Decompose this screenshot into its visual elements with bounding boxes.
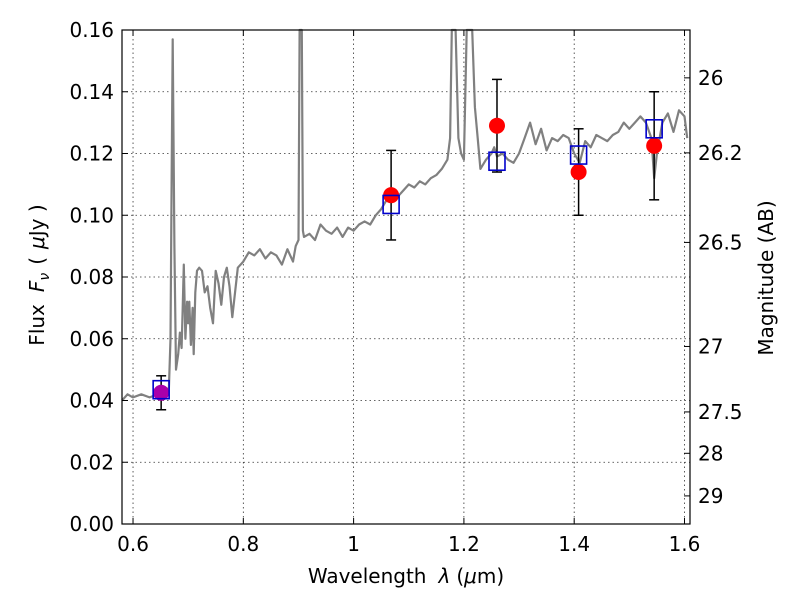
y-tick-label: 0.10 (69, 203, 114, 227)
y2-axis-title: Magnitude (AB) (754, 200, 778, 355)
model-photometry-square (152, 379, 170, 400)
y2-tick-label: 26 (698, 66, 723, 90)
model-photometry-square (645, 119, 663, 139)
y2-tick-label: 28 (698, 441, 723, 465)
observed-point (488, 117, 505, 134)
x-tick-label: 0.8 (227, 532, 259, 556)
observed-point (153, 384, 170, 401)
y-tick-label: 0.04 (69, 389, 114, 413)
y-tick-label: 0.08 (69, 265, 114, 289)
model-photometry-square (382, 194, 400, 215)
x-tick-label: 1.6 (669, 532, 701, 556)
y2-tick-label: 26.5 (698, 230, 743, 254)
x-tick-label: 1 (347, 532, 360, 556)
model-photometry-square (569, 145, 588, 165)
model-photometry-square (488, 151, 506, 172)
y-tick-label: 0.14 (69, 80, 114, 104)
y2-tick-label: 27 (698, 334, 723, 358)
model-photometry-layer (152, 119, 663, 400)
x-tick-label: 1.2 (448, 532, 480, 556)
x-tick-label: 0.6 (117, 532, 149, 556)
y-axis-title: FluxFν(μJy ) (25, 204, 53, 345)
errorbar-layer (156, 78, 660, 411)
model-spectrum-line (121, 28, 689, 402)
observed-points-layer (153, 117, 663, 401)
x-tick-label: 1.4 (558, 532, 590, 556)
grid (122, 30, 690, 524)
observed-point (570, 164, 587, 181)
y2-ticks: 26 26.2 26.5 27 27.5 28 29 (684, 66, 743, 508)
y-tick-label: 0.12 (69, 142, 114, 166)
observed-point (646, 137, 663, 154)
y-tick-label: 0.06 (69, 327, 114, 351)
y-tick-label: 0.02 (69, 450, 114, 474)
y-tick-label: 0.00 (69, 512, 114, 536)
y2-tick-label: 29 (698, 484, 723, 508)
x-axis-title: Wavelength λ (μm) (308, 564, 504, 588)
y-ticks: 0.00 0.02 0.04 0.06 0.08 0.10 0.12 0.14 0.16 (69, 18, 128, 536)
y2-tick-label: 26.2 (698, 141, 743, 165)
x-ticks: 0.6 0.8 1 1.2 1.4 1.6 (117, 30, 700, 556)
spectrum-layer (121, 28, 689, 402)
y2-tick-label: 27.5 (698, 400, 743, 424)
y-tick-label: 0.16 (69, 18, 114, 42)
